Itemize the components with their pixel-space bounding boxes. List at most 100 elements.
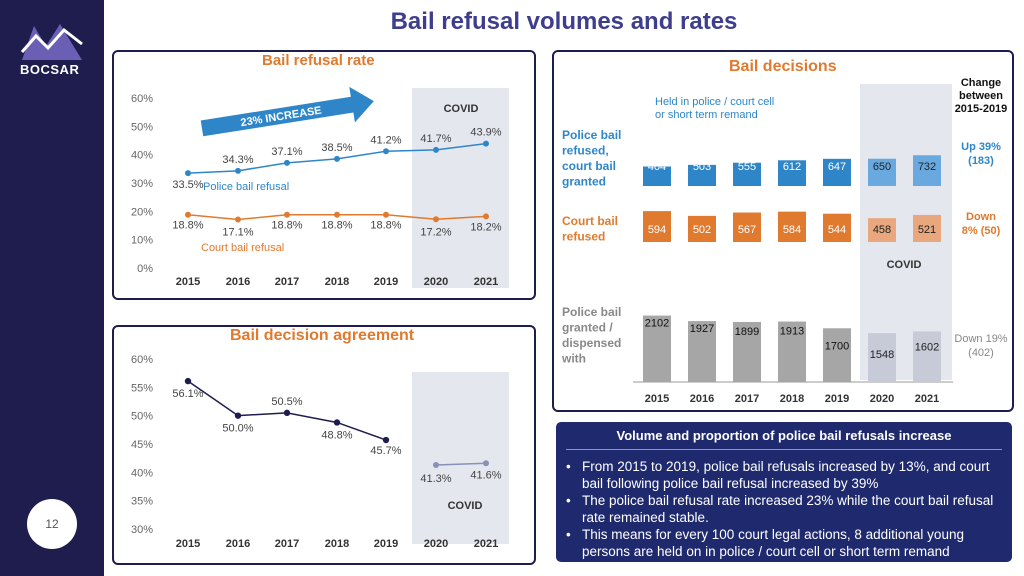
summary-point: From 2015 to 2019, police bail refusals … [566, 458, 998, 492]
category-name: with [561, 352, 586, 366]
data-label: 56.1% [172, 388, 203, 400]
data-point [433, 146, 439, 153]
data-point [333, 419, 341, 426]
x-tick-label: 2015 [176, 538, 200, 550]
data-label: 43.9% [470, 127, 501, 139]
bail-decision-agreement-chart: COVID 30% 35% 40% 45% 50% 55% 60% 2015 2016 2017 20… [131, 354, 509, 550]
x-tick-label: 2015 [176, 276, 200, 288]
bar [688, 164, 716, 186]
data-point [383, 148, 389, 155]
bar-value-label: 612 [783, 161, 801, 173]
change-label: (183) [968, 155, 994, 167]
data-point [284, 159, 290, 166]
bail-decisions-title: Bail decisions [723, 58, 843, 76]
data-point [185, 170, 191, 177]
bail-decision-agreement-title: Bail decision agreement [224, 327, 421, 345]
legend-note: Held in police / court cell [655, 96, 774, 108]
bar [643, 315, 671, 382]
bar-value-label: 1927 [690, 323, 714, 335]
change-header-line: Change [961, 77, 1001, 89]
bail-refusal-rate-title: Bail refusal rate [256, 52, 381, 69]
y-tick-label: 10% [131, 235, 153, 247]
change-label: Down [966, 211, 996, 223]
x-tick-label: 2015 [645, 393, 669, 405]
summary-title: Volume and proportion of police bail ref… [616, 428, 952, 443]
bar [688, 215, 716, 242]
data-point [483, 213, 489, 220]
bar-value-label: 584 [783, 224, 801, 236]
y-tick-label: 60% [131, 93, 153, 105]
x-tick-label: 2020 [424, 538, 448, 550]
x-tick-label: 2020 [870, 393, 894, 405]
covid-shading [412, 372, 509, 544]
data-label: 18.8% [271, 220, 302, 232]
data-label: 18.8% [172, 220, 203, 232]
x-tick-label: 2021 [474, 538, 498, 550]
bar [688, 321, 716, 382]
summary-list: From 2015 to 2019, police bail refusals … [556, 458, 1012, 560]
bail-refusal-rate-chart: COVID 0% 10% 20% 30% 40% 50% 60% 2015 2016 2017 201… [131, 86, 509, 288]
brand-name: BOCSAR [20, 62, 80, 77]
data-label: 50.0% [222, 423, 253, 435]
page-number: 12 [27, 499, 77, 549]
data-point [234, 412, 242, 419]
category-name: court bail [562, 159, 616, 173]
x-tick-label: 2019 [374, 538, 398, 550]
data-label: 38.5% [321, 142, 352, 154]
summary-point: The police bail refusal rate increased 2… [566, 492, 998, 526]
data-label: 41.3% [420, 473, 451, 485]
bar [778, 211, 806, 242]
x-tick-label: 2017 [735, 393, 759, 405]
data-point [185, 211, 191, 218]
bar [913, 155, 941, 186]
summary-point: This means for every 100 court legal act… [566, 526, 998, 560]
category-name: Police bail [562, 305, 621, 319]
change-header-line: 2015-2019 [955, 103, 1008, 115]
legend-note: or short term remand [655, 109, 758, 121]
data-point [284, 211, 290, 218]
data-label: 48.8% [321, 429, 352, 441]
y-tick-label: 0% [137, 263, 153, 275]
bar-value-label: 567 [738, 224, 756, 236]
data-point [433, 216, 439, 223]
bar-value-label: 594 [648, 224, 666, 236]
sidebar: BOCSAR 12 [0, 0, 104, 576]
x-tick-label: 2021 [474, 276, 498, 288]
bar-value-label: 650 [873, 161, 891, 173]
data-label: 41.2% [370, 134, 401, 146]
covid-label: COVID [887, 259, 922, 271]
bar [913, 331, 941, 382]
y-tick-label: 30% [131, 524, 153, 536]
bar [733, 321, 761, 382]
x-tick-label: 2018 [325, 538, 349, 550]
bar-value-label: 647 [828, 161, 846, 173]
data-point [334, 155, 340, 162]
category-name: refused, [562, 144, 609, 158]
bar-value-label: 555 [738, 161, 756, 173]
bar-value-label: 1899 [735, 326, 759, 338]
summary-box: Volume and proportion of police bail ref… [556, 422, 1012, 562]
bar-value-label: 1913 [780, 326, 804, 338]
x-tick-label: 2017 [275, 538, 299, 550]
y-tick-label: 50% [131, 411, 153, 423]
x-tick-label: 2019 [825, 393, 849, 405]
bar [778, 160, 806, 186]
change-label: Down 19% [954, 333, 1007, 345]
y-tick-label: 55% [131, 382, 153, 394]
bar [733, 162, 761, 186]
summary-divider [566, 449, 1002, 450]
data-label: 50.5% [271, 396, 302, 408]
data-label: 18.8% [370, 220, 401, 232]
increase-arrow-shape [200, 86, 374, 137]
data-label: 17.2% [420, 226, 451, 238]
bar-value-label: 458 [873, 224, 891, 236]
data-point [382, 436, 390, 444]
bar-value-label: 502 [693, 224, 711, 236]
data-label: 18.8% [321, 220, 352, 232]
category-name: Court bail [562, 214, 618, 228]
data-point [334, 211, 340, 218]
bocsar-logo-icon [20, 24, 83, 60]
bar [868, 158, 896, 186]
y-tick-label: 20% [131, 206, 153, 218]
bar [778, 321, 806, 382]
